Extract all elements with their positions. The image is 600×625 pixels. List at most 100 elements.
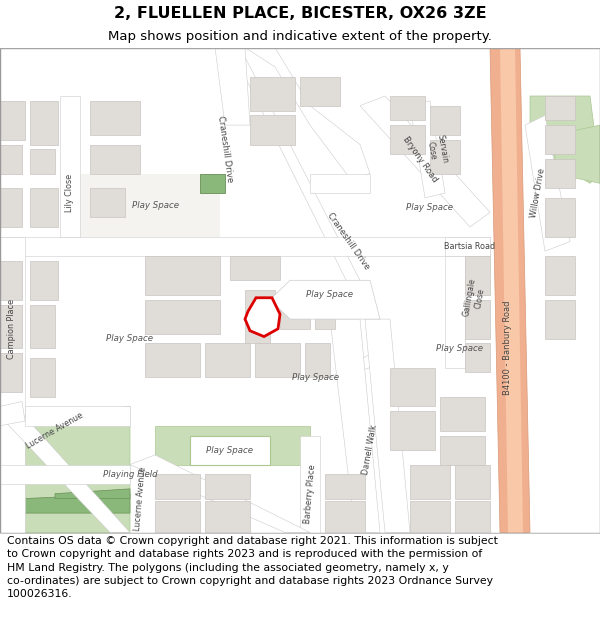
Polygon shape — [545, 198, 575, 237]
Text: Servain
Cose: Servain Cose — [425, 133, 449, 166]
Polygon shape — [205, 501, 250, 532]
Polygon shape — [445, 237, 490, 256]
Polygon shape — [30, 358, 55, 397]
Polygon shape — [30, 304, 55, 348]
Polygon shape — [155, 426, 310, 464]
Polygon shape — [0, 144, 22, 174]
Polygon shape — [0, 237, 25, 532]
Polygon shape — [25, 406, 130, 532]
Polygon shape — [270, 280, 380, 319]
Polygon shape — [90, 144, 140, 174]
Text: Play Space: Play Space — [206, 446, 254, 454]
Polygon shape — [525, 116, 570, 251]
Polygon shape — [465, 300, 490, 339]
Polygon shape — [440, 397, 485, 431]
Polygon shape — [315, 304, 335, 329]
Text: Contains OS data © Crown copyright and database right 2021. This information is : Contains OS data © Crown copyright and d… — [7, 536, 498, 599]
Polygon shape — [555, 125, 600, 183]
Polygon shape — [300, 436, 320, 532]
Polygon shape — [455, 464, 490, 499]
Polygon shape — [245, 290, 275, 314]
Polygon shape — [325, 501, 365, 532]
Polygon shape — [145, 300, 220, 334]
Polygon shape — [390, 125, 425, 154]
Polygon shape — [280, 304, 310, 329]
Polygon shape — [200, 174, 225, 193]
Polygon shape — [545, 96, 575, 120]
Text: B4100 - Banbury Road: B4100 - Banbury Road — [503, 301, 512, 396]
Polygon shape — [60, 96, 80, 237]
Polygon shape — [0, 401, 25, 426]
Polygon shape — [245, 319, 270, 343]
Polygon shape — [365, 319, 410, 532]
Text: Play Space: Play Space — [437, 344, 484, 352]
Polygon shape — [445, 256, 465, 368]
Text: Play Space: Play Space — [307, 291, 353, 299]
Polygon shape — [410, 464, 450, 499]
Polygon shape — [545, 256, 575, 295]
Text: 2, FLUELLEN PLACE, BICESTER, OX26 3ZE: 2, FLUELLEN PLACE, BICESTER, OX26 3ZE — [113, 6, 487, 21]
Polygon shape — [430, 139, 460, 174]
Text: Bartsia Road: Bartsia Road — [445, 242, 496, 251]
Polygon shape — [205, 343, 250, 377]
Polygon shape — [360, 96, 490, 227]
Polygon shape — [130, 455, 310, 532]
Polygon shape — [430, 106, 460, 135]
Polygon shape — [145, 343, 200, 377]
Polygon shape — [390, 411, 435, 450]
Polygon shape — [0, 101, 25, 139]
Polygon shape — [25, 494, 130, 513]
Text: Willow Drive: Willow Drive — [529, 168, 547, 218]
Polygon shape — [0, 416, 25, 532]
Polygon shape — [0, 353, 22, 392]
Text: Craneshill Drive: Craneshill Drive — [216, 116, 234, 183]
Polygon shape — [30, 261, 58, 300]
Polygon shape — [410, 501, 450, 532]
Polygon shape — [390, 96, 425, 120]
Polygon shape — [30, 188, 58, 227]
Polygon shape — [0, 411, 130, 532]
Text: Gallingale
Close: Gallingale Close — [462, 277, 488, 319]
Polygon shape — [30, 101, 58, 144]
Polygon shape — [55, 489, 130, 499]
Text: Map shows position and indicative extent of the property.: Map shows position and indicative extent… — [108, 29, 492, 42]
Text: Campion Place: Campion Place — [7, 299, 17, 359]
Polygon shape — [90, 101, 140, 135]
Text: Lucerne Avenue: Lucerne Avenue — [133, 466, 147, 531]
Polygon shape — [205, 474, 250, 499]
Text: Play Space: Play Space — [131, 201, 179, 210]
Polygon shape — [300, 77, 340, 106]
Text: Play Space: Play Space — [292, 372, 338, 382]
Polygon shape — [90, 188, 125, 218]
Text: Bryony Road: Bryony Road — [401, 134, 439, 184]
Polygon shape — [215, 48, 250, 125]
Polygon shape — [465, 256, 490, 295]
Polygon shape — [545, 125, 575, 154]
Polygon shape — [330, 319, 380, 532]
Polygon shape — [455, 501, 490, 532]
Polygon shape — [500, 48, 523, 532]
Text: Play Space: Play Space — [107, 334, 154, 343]
Bar — [190, 436, 270, 464]
Polygon shape — [215, 48, 390, 378]
Polygon shape — [25, 406, 130, 426]
Text: Playing Field: Playing Field — [103, 470, 157, 479]
Polygon shape — [255, 343, 300, 377]
Polygon shape — [325, 474, 365, 499]
Polygon shape — [305, 343, 330, 377]
Polygon shape — [245, 298, 280, 336]
Polygon shape — [465, 343, 490, 372]
Polygon shape — [0, 464, 130, 484]
Polygon shape — [155, 501, 200, 532]
Polygon shape — [0, 261, 22, 300]
Polygon shape — [0, 237, 490, 256]
Polygon shape — [390, 368, 435, 406]
Polygon shape — [545, 159, 575, 188]
Text: Lucerne Avenue: Lucerne Avenue — [25, 411, 85, 451]
Text: Lily Close: Lily Close — [65, 174, 74, 212]
Polygon shape — [80, 174, 220, 237]
Polygon shape — [440, 436, 485, 464]
Polygon shape — [0, 304, 22, 348]
Polygon shape — [250, 77, 295, 111]
Polygon shape — [530, 96, 600, 183]
